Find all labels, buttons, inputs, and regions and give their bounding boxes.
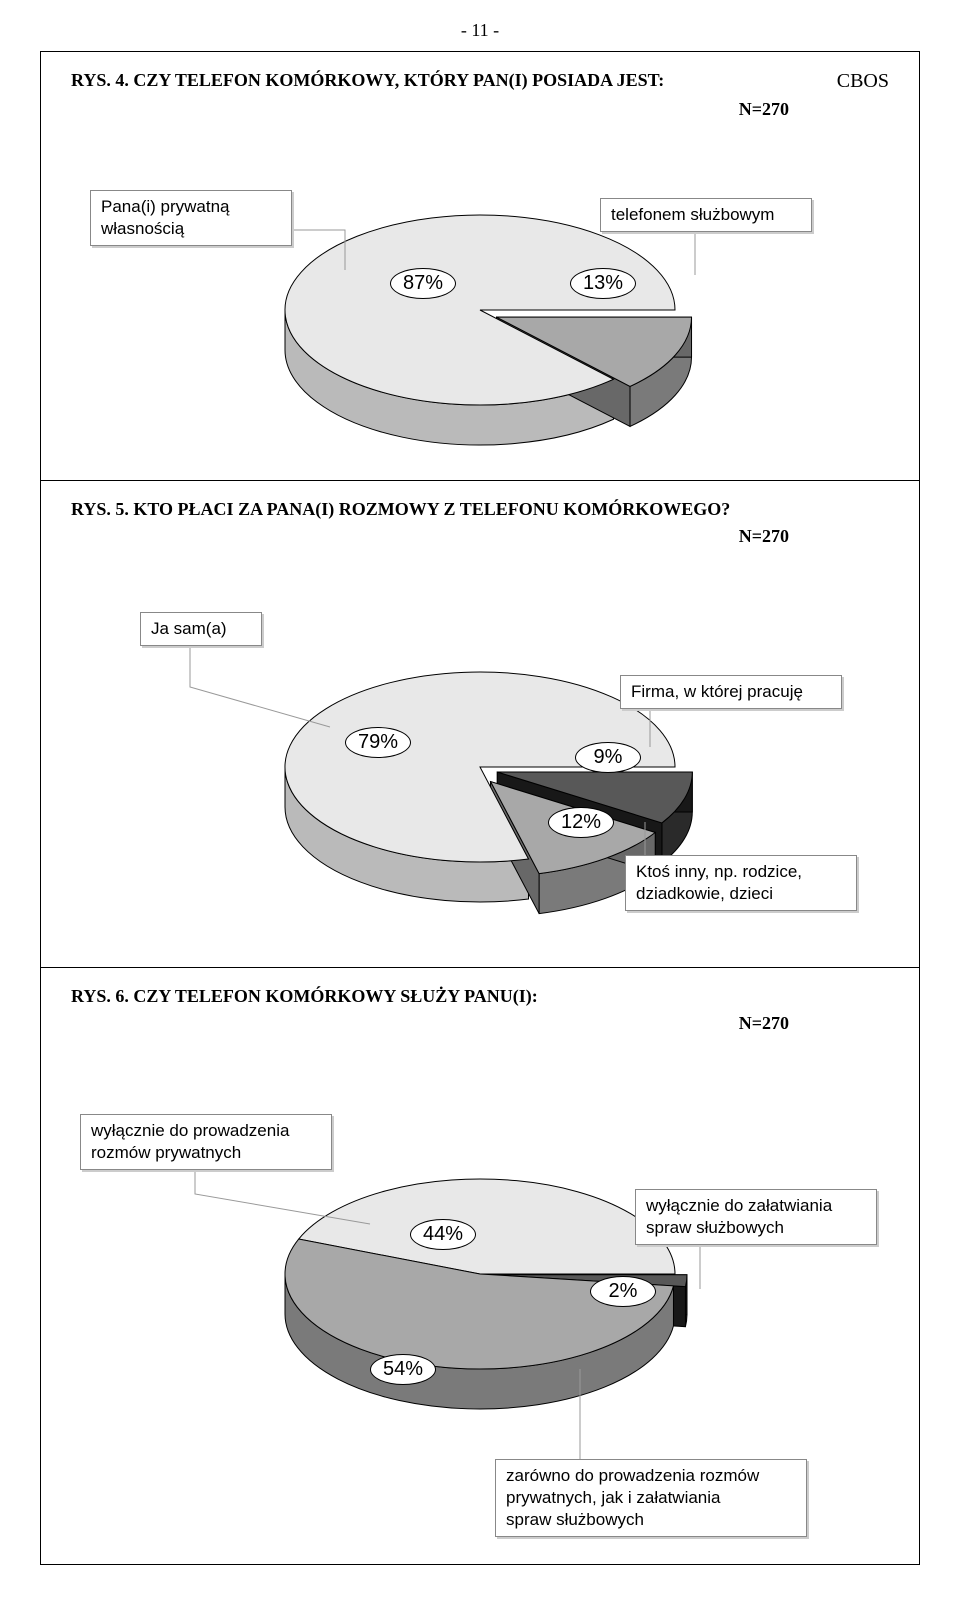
callout-line: Ja sam(a) (151, 618, 251, 640)
panel-rys5: RYS. 5. KTO PŁACI ZA PANA(I) ROZMOWY Z T… (40, 480, 920, 967)
pct-label: 44% (410, 1219, 476, 1250)
callout-box: Ktoś inny, np. rodzice,dziadkowie, dziec… (625, 855, 857, 911)
callout-line: własnością (101, 218, 281, 240)
pct-label: 87% (390, 268, 456, 299)
panel3-title: RYS. 6. CZY TELEFON KOMÓRKOWY SŁUŻY PANU… (71, 986, 538, 1007)
panel2-title: RYS. 5. KTO PŁACI ZA PANA(I) ROZMOWY Z T… (71, 499, 730, 520)
panel3-chart: wyłącznie do prowadzeniarozmów prywatnyc… (80, 1044, 880, 1544)
callout-line: Pana(i) prywatną (101, 196, 281, 218)
callout-box: zarówno do prowadzenia rozmówprywatnych,… (495, 1459, 807, 1537)
leader-line (195, 1164, 370, 1224)
panel1-leaders (80, 130, 880, 460)
pct-label: 13% (570, 268, 636, 299)
panel2-chart: Ja sam(a) Firma, w której pracuję Ktoś inn… (80, 557, 880, 947)
brand-label: CBOS (837, 70, 889, 93)
callout-line: prywatnych, jak i załatwiania (506, 1487, 796, 1509)
callout-line: wyłącznie do prowadzenia (91, 1120, 321, 1142)
panel1-chart: Pana(i) prywatnąwłasnością telefonem służ… (80, 130, 880, 460)
pct-label: 12% (548, 807, 614, 838)
panel3-n: N=270 (71, 1013, 889, 1034)
panel-rys4: RYS. 4. CZY TELEFON KOMÓRKOWY, KTÓRY PAN… (40, 51, 920, 480)
callout-box: Pana(i) prywatnąwłasnością (90, 190, 292, 246)
callout-line: Ktoś inny, np. rodzice, (636, 861, 846, 883)
callout-box: Ja sam(a) (140, 612, 262, 646)
callout-line: zarówno do prowadzenia rozmów (506, 1465, 796, 1487)
callout-line: spraw służbowych (646, 1217, 866, 1239)
pct-label: 79% (345, 727, 411, 758)
callout-line: Firma, w której pracuję (631, 681, 831, 703)
callout-box: wyłącznie do załatwianiaspraw służbowych (635, 1189, 877, 1245)
callout-line: wyłącznie do załatwiania (646, 1195, 866, 1217)
panel1-title: RYS. 4. CZY TELEFON KOMÓRKOWY, KTÓRY PAN… (71, 70, 664, 91)
page-number: - 11 - (40, 20, 920, 41)
pct-label: 2% (590, 1276, 656, 1307)
callout-box: telefonem służbowym (600, 198, 812, 232)
pct-label: 9% (575, 742, 641, 773)
callout-line: rozmów prywatnych (91, 1142, 321, 1164)
leader-line (190, 645, 330, 727)
callout-box: wyłącznie do prowadzeniarozmów prywatnyc… (80, 1114, 332, 1170)
pct-label: 54% (370, 1354, 436, 1385)
panel1-n: N=270 (71, 99, 889, 120)
callout-box: Firma, w której pracuję (620, 675, 842, 709)
panel2-n: N=270 (71, 526, 889, 547)
panel-rys6: RYS. 6. CZY TELEFON KOMÓRKOWY SŁUŻY PANU… (40, 967, 920, 1565)
callout-line: dziadkowie, dzieci (636, 883, 846, 905)
callout-line: telefonem służbowym (611, 204, 801, 226)
